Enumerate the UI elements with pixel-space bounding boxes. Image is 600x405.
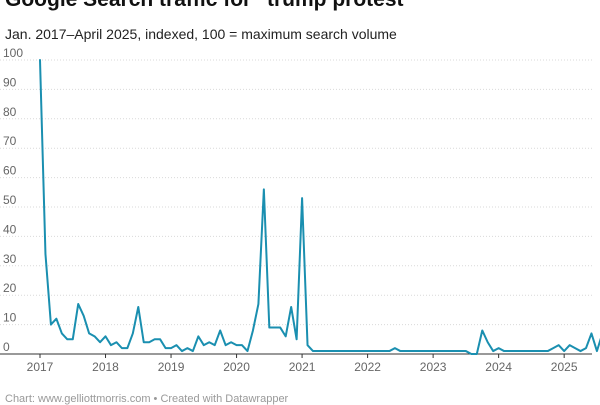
x-tick-label: 2025: [551, 360, 578, 374]
x-tick-label: 2023: [420, 360, 447, 374]
series-line: [39, 59, 600, 355]
x-tick-label: 2018: [92, 360, 119, 374]
y-tick-label: 60: [3, 164, 17, 178]
y-tick-label: 100: [3, 46, 23, 60]
x-tick-label: 2024: [485, 360, 512, 374]
y-tick-label: 50: [3, 193, 17, 207]
y-tick-label: 90: [3, 75, 17, 89]
chart-subtitle: Jan. 2017–April 2025, indexed, 100 = max…: [5, 26, 397, 42]
y-tick-label: 70: [3, 134, 17, 148]
x-tick-label: 2017: [27, 360, 54, 374]
y-tick-label: 0: [3, 340, 10, 354]
y-tick-label: 30: [3, 252, 17, 266]
y-tick-label: 80: [3, 105, 17, 119]
y-tick-label: 40: [3, 222, 17, 236]
chart-source-credit: Chart: www.gelliottmorris.com • Created …: [5, 393, 289, 405]
x-tick-label: 2022: [354, 360, 381, 374]
x-tick-label: 2020: [223, 360, 250, 374]
x-tick-label: 2019: [158, 360, 185, 374]
x-tick-label: 2021: [289, 360, 316, 374]
y-tick-label: 10: [3, 311, 17, 325]
y-tick-label: 20: [3, 281, 17, 295]
chart-title: Google Search traffic for "trump protest…: [5, 0, 413, 12]
